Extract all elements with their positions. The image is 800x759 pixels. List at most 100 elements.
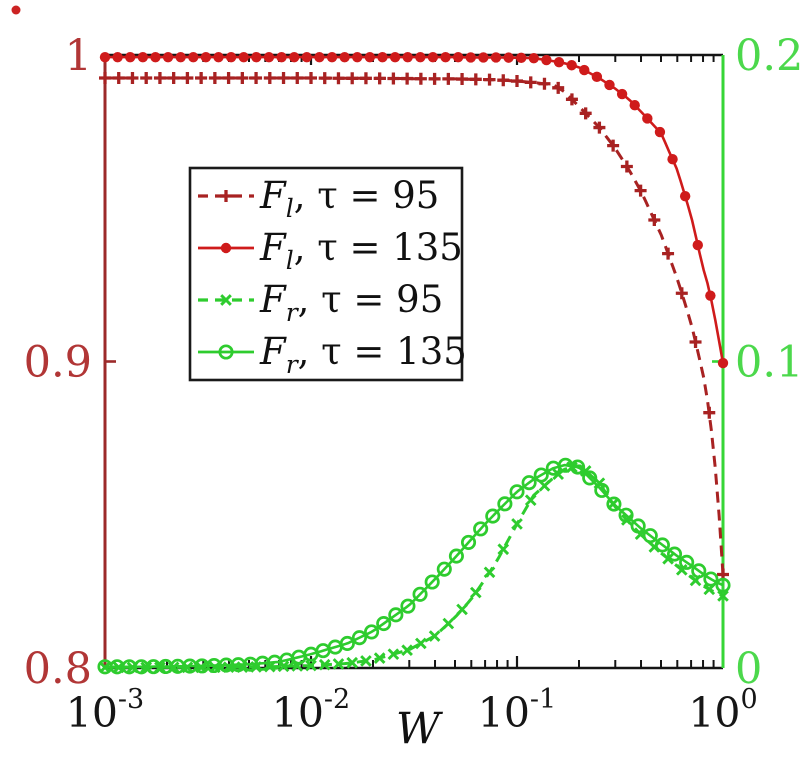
marker-plus xyxy=(565,93,578,106)
marker-x xyxy=(511,518,523,530)
marker-dot xyxy=(213,51,224,63)
marker-dot xyxy=(175,51,186,63)
right-tick-label: 0 xyxy=(735,644,762,694)
marker-x xyxy=(497,543,510,556)
marker-dot xyxy=(541,54,552,66)
marker-circle xyxy=(485,508,501,524)
marker-dot xyxy=(352,51,363,63)
left-tick-label: 0.9 xyxy=(24,338,92,388)
marker-circle xyxy=(654,537,670,553)
marker-dot xyxy=(364,51,376,63)
marker-dot xyxy=(377,51,388,63)
marker-dot xyxy=(314,51,325,63)
marker-dot xyxy=(326,51,338,63)
stray-red-dot xyxy=(11,5,21,15)
marker-circle xyxy=(618,507,634,523)
marker-circle xyxy=(691,563,707,579)
marker-plus xyxy=(648,213,661,226)
marker-x xyxy=(332,658,345,670)
marker-plus xyxy=(456,73,469,86)
marker-plus xyxy=(208,71,221,84)
marker-dot xyxy=(389,51,401,63)
marker-plus xyxy=(414,72,427,85)
marker-x xyxy=(524,494,537,507)
left-tick-label: 0.8 xyxy=(24,644,92,694)
marker-circle xyxy=(364,624,380,640)
marker-circle xyxy=(460,534,477,550)
marker-circle xyxy=(703,571,719,587)
marker-x xyxy=(220,294,232,306)
marker-dot xyxy=(225,51,237,63)
marker-dot xyxy=(553,57,565,68)
marker-dot xyxy=(642,113,653,124)
marker-dot xyxy=(528,52,540,64)
series-0 xyxy=(99,71,729,581)
marker-dot xyxy=(692,239,703,251)
marker-plus xyxy=(401,72,414,85)
marker-circle xyxy=(582,470,598,486)
marker-circle xyxy=(679,554,695,570)
marker-plus xyxy=(497,74,510,87)
marker-plus xyxy=(153,71,166,84)
marker-circle xyxy=(388,607,404,623)
marker-x xyxy=(360,655,372,667)
left-tick-label: 1 xyxy=(65,31,92,81)
marker-plus xyxy=(634,184,647,197)
marker-plus xyxy=(607,139,620,152)
marker-dot xyxy=(465,52,476,63)
marker-plus xyxy=(126,71,139,84)
marker-dot xyxy=(503,52,514,63)
marker-x xyxy=(428,630,441,642)
legend-label: Fl, τ = 135 xyxy=(259,226,463,275)
marker-dot xyxy=(440,51,451,63)
marker-x xyxy=(456,603,468,616)
right-tick-label: 0.1 xyxy=(735,338,800,388)
marker-plus xyxy=(318,72,331,85)
series-line xyxy=(105,463,724,669)
x-tick-label: 10-1 xyxy=(478,684,556,737)
marker-dot xyxy=(629,100,640,111)
marker-circle xyxy=(448,548,464,564)
marker-x xyxy=(483,566,496,579)
marker-plus xyxy=(305,71,317,84)
marker-plus xyxy=(99,71,111,84)
marker-dot xyxy=(490,52,502,63)
legend-item-3: Fr, τ = 135 xyxy=(198,330,467,379)
marker-dot xyxy=(112,51,123,63)
marker-dot xyxy=(705,290,716,301)
marker-dot xyxy=(238,51,249,63)
marker-circle xyxy=(642,528,658,544)
marker-dot xyxy=(566,60,577,71)
marker-plus xyxy=(112,71,125,84)
right-tick-label: 0.2 xyxy=(735,31,800,81)
x-tick-label: 10-2 xyxy=(272,684,350,737)
series-line xyxy=(105,76,725,575)
marker-x xyxy=(675,564,688,576)
marker-plus xyxy=(689,335,702,348)
marker-dot xyxy=(220,242,232,254)
marker-plus xyxy=(250,71,263,84)
marker-plus xyxy=(167,71,180,84)
marker-dot xyxy=(478,52,489,63)
marker-circle xyxy=(339,635,355,651)
legend-label: Fr, τ = 95 xyxy=(259,278,443,327)
marker-dot xyxy=(415,51,426,63)
marker-plus xyxy=(373,72,386,85)
marker-plus xyxy=(428,72,441,85)
legend-label: Fr, τ = 135 xyxy=(259,330,467,379)
marker-x xyxy=(305,659,317,672)
marker-circle xyxy=(436,561,452,577)
marker-x xyxy=(401,644,413,657)
marker-plus xyxy=(552,81,565,94)
marker-plus xyxy=(442,72,455,85)
marker-plus xyxy=(469,73,482,86)
marker-x xyxy=(469,586,482,599)
marker-circle xyxy=(630,518,646,534)
marker-circle xyxy=(606,496,622,512)
marker-circle xyxy=(351,630,368,646)
marker-plus xyxy=(579,107,592,120)
marker-plus xyxy=(332,72,345,85)
marker-plus xyxy=(703,406,716,419)
